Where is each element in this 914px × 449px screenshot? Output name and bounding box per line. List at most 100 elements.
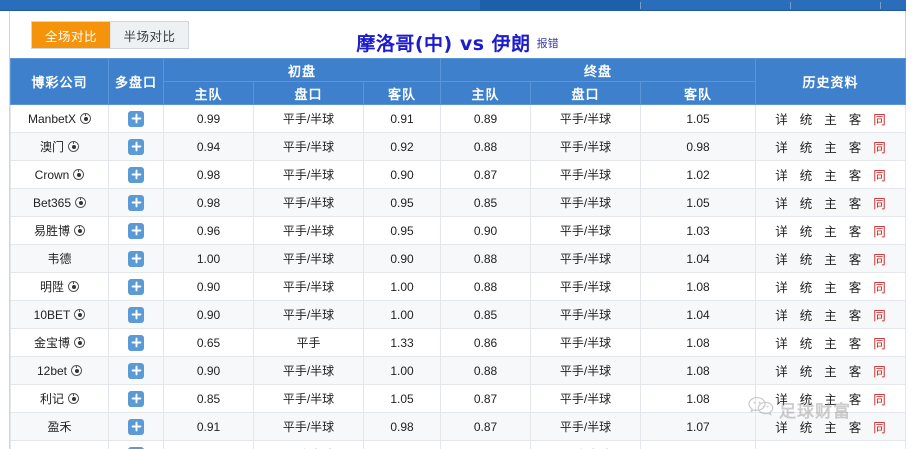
history-link-0[interactable]: 详	[775, 197, 788, 211]
history-link-4[interactable]: 同	[873, 445, 886, 449]
history-link-2[interactable]: 主	[824, 141, 837, 155]
cell-multi-handicap[interactable]	[108, 328, 164, 357]
history-link-1[interactable]: 统	[799, 309, 813, 323]
history-link-2[interactable]: 主	[824, 197, 837, 211]
plus-icon[interactable]	[128, 166, 144, 183]
history-link-3[interactable]: 客	[848, 113, 862, 127]
history-link-4[interactable]: 同	[873, 253, 886, 267]
history-link-3[interactable]: 客	[848, 365, 862, 379]
history-link-0[interactable]: 详	[775, 253, 788, 267]
history-link-1[interactable]: 统	[799, 337, 813, 351]
history-link-2[interactable]: 主	[824, 445, 837, 449]
history-link-2[interactable]: 主	[824, 253, 837, 267]
plus-icon[interactable]	[128, 138, 144, 155]
cell-company[interactable]: 明陞	[10, 272, 109, 301]
history-link-2[interactable]: 主	[824, 113, 837, 127]
history-link-1[interactable]: 统	[799, 141, 813, 155]
plus-icon[interactable]	[128, 446, 144, 449]
report-error-link[interactable]: 报错	[536, 37, 559, 50]
history-link-3[interactable]: 客	[848, 337, 862, 351]
history-link-0[interactable]: 详	[775, 337, 788, 351]
cell-multi-handicap[interactable]	[108, 412, 164, 441]
history-link-2[interactable]: 主	[824, 421, 837, 435]
history-link-3[interactable]: 客	[848, 281, 862, 295]
history-link-1[interactable]: 统	[799, 393, 813, 407]
plus-icon[interactable]	[128, 194, 144, 211]
history-link-3[interactable]: 客	[849, 445, 862, 449]
history-link-1[interactable]: 统	[799, 365, 813, 379]
history-link-4[interactable]: 同	[873, 197, 886, 211]
cell-multi-handicap[interactable]	[108, 188, 164, 217]
history-link-1[interactable]: 统	[799, 253, 813, 267]
history-link-1[interactable]: 统	[799, 225, 813, 239]
plus-icon[interactable]	[128, 110, 144, 127]
history-link-1[interactable]: 统	[799, 197, 813, 211]
plus-icon[interactable]	[128, 418, 144, 435]
history-link-2[interactable]: 主	[824, 225, 837, 239]
history-link-0[interactable]: 详	[775, 421, 788, 435]
history-link-0[interactable]: 详	[775, 169, 788, 183]
history-link-4[interactable]: 同	[873, 141, 886, 155]
history-link-3[interactable]: 客	[848, 197, 862, 211]
history-link-3[interactable]: 客	[848, 309, 862, 323]
cell-company[interactable]: 18Bet	[10, 440, 109, 449]
history-link-0[interactable]: 详	[775, 141, 788, 155]
history-link-4[interactable]: 同	[873, 393, 886, 407]
history-link-4[interactable]: 同	[873, 365, 886, 379]
history-link-1[interactable]: 统	[799, 169, 813, 183]
history-link-0[interactable]: 详	[775, 113, 788, 127]
history-link-2[interactable]: 主	[824, 281, 837, 295]
cell-multi-handicap[interactable]	[108, 244, 164, 273]
plus-icon[interactable]	[128, 390, 144, 407]
history-link-4[interactable]: 同	[873, 337, 886, 351]
plus-icon[interactable]	[128, 278, 144, 295]
cell-multi-handicap[interactable]	[108, 356, 164, 385]
history-link-2[interactable]: 主	[824, 337, 837, 351]
plus-icon[interactable]	[128, 306, 144, 323]
history-link-0[interactable]: 详	[775, 445, 788, 449]
history-link-2[interactable]: 主	[824, 309, 837, 323]
cell-company[interactable]: 利记	[10, 384, 109, 413]
cell-company[interactable]: 金宝博	[10, 328, 109, 357]
plus-icon[interactable]	[128, 362, 144, 379]
cell-company[interactable]: 10BET	[10, 300, 109, 329]
history-link-3[interactable]: 客	[848, 141, 862, 155]
history-link-0[interactable]: 详	[775, 393, 788, 407]
history-link-3[interactable]: 客	[848, 225, 862, 239]
history-link-3[interactable]: 客	[848, 393, 862, 407]
history-link-1[interactable]: 统	[799, 113, 813, 127]
history-link-3[interactable]: 客	[848, 421, 862, 435]
history-link-3[interactable]: 客	[848, 253, 862, 267]
history-link-0[interactable]: 详	[775, 225, 788, 239]
cell-company[interactable]: 易胜博	[10, 216, 109, 245]
cell-company[interactable]: 12bet	[10, 356, 109, 385]
history-link-1[interactable]: 统	[799, 421, 813, 435]
history-link-4[interactable]: 同	[873, 281, 886, 295]
cell-multi-handicap[interactable]	[108, 160, 164, 189]
history-link-1[interactable]: 统	[799, 281, 813, 295]
history-link-3[interactable]: 客	[848, 169, 862, 183]
history-link-2[interactable]: 主	[824, 393, 837, 407]
top-nav-active-tab[interactable]	[480, 0, 640, 11]
history-link-2[interactable]: 主	[824, 169, 837, 183]
cell-company[interactable]: Crown	[10, 160, 109, 189]
cell-company[interactable]: ManbetX	[10, 104, 109, 133]
history-link-4[interactable]: 同	[873, 309, 886, 323]
cell-company[interactable]: 盈禾	[10, 412, 109, 441]
plus-icon[interactable]	[128, 222, 144, 239]
history-link-4[interactable]: 同	[873, 169, 886, 183]
cell-multi-handicap[interactable]	[108, 384, 164, 413]
history-link-4[interactable]: 同	[873, 225, 886, 239]
cell-multi-handicap[interactable]	[108, 216, 164, 245]
history-link-1[interactable]: 统	[800, 445, 813, 449]
cell-company[interactable]: Bet365	[10, 188, 109, 217]
history-link-4[interactable]: 同	[873, 113, 886, 127]
tab-fulltime-comparison[interactable]: 全场对比	[32, 22, 110, 48]
cell-company[interactable]: 韦德	[10, 244, 109, 273]
cell-multi-handicap[interactable]	[108, 272, 164, 301]
tab-halftime-comparison[interactable]: 半场对比	[110, 22, 188, 48]
history-link-2[interactable]: 主	[824, 365, 837, 379]
history-link-0[interactable]: 详	[775, 365, 788, 379]
cell-multi-handicap[interactable]	[108, 104, 164, 133]
cell-multi-handicap[interactable]	[108, 300, 164, 329]
